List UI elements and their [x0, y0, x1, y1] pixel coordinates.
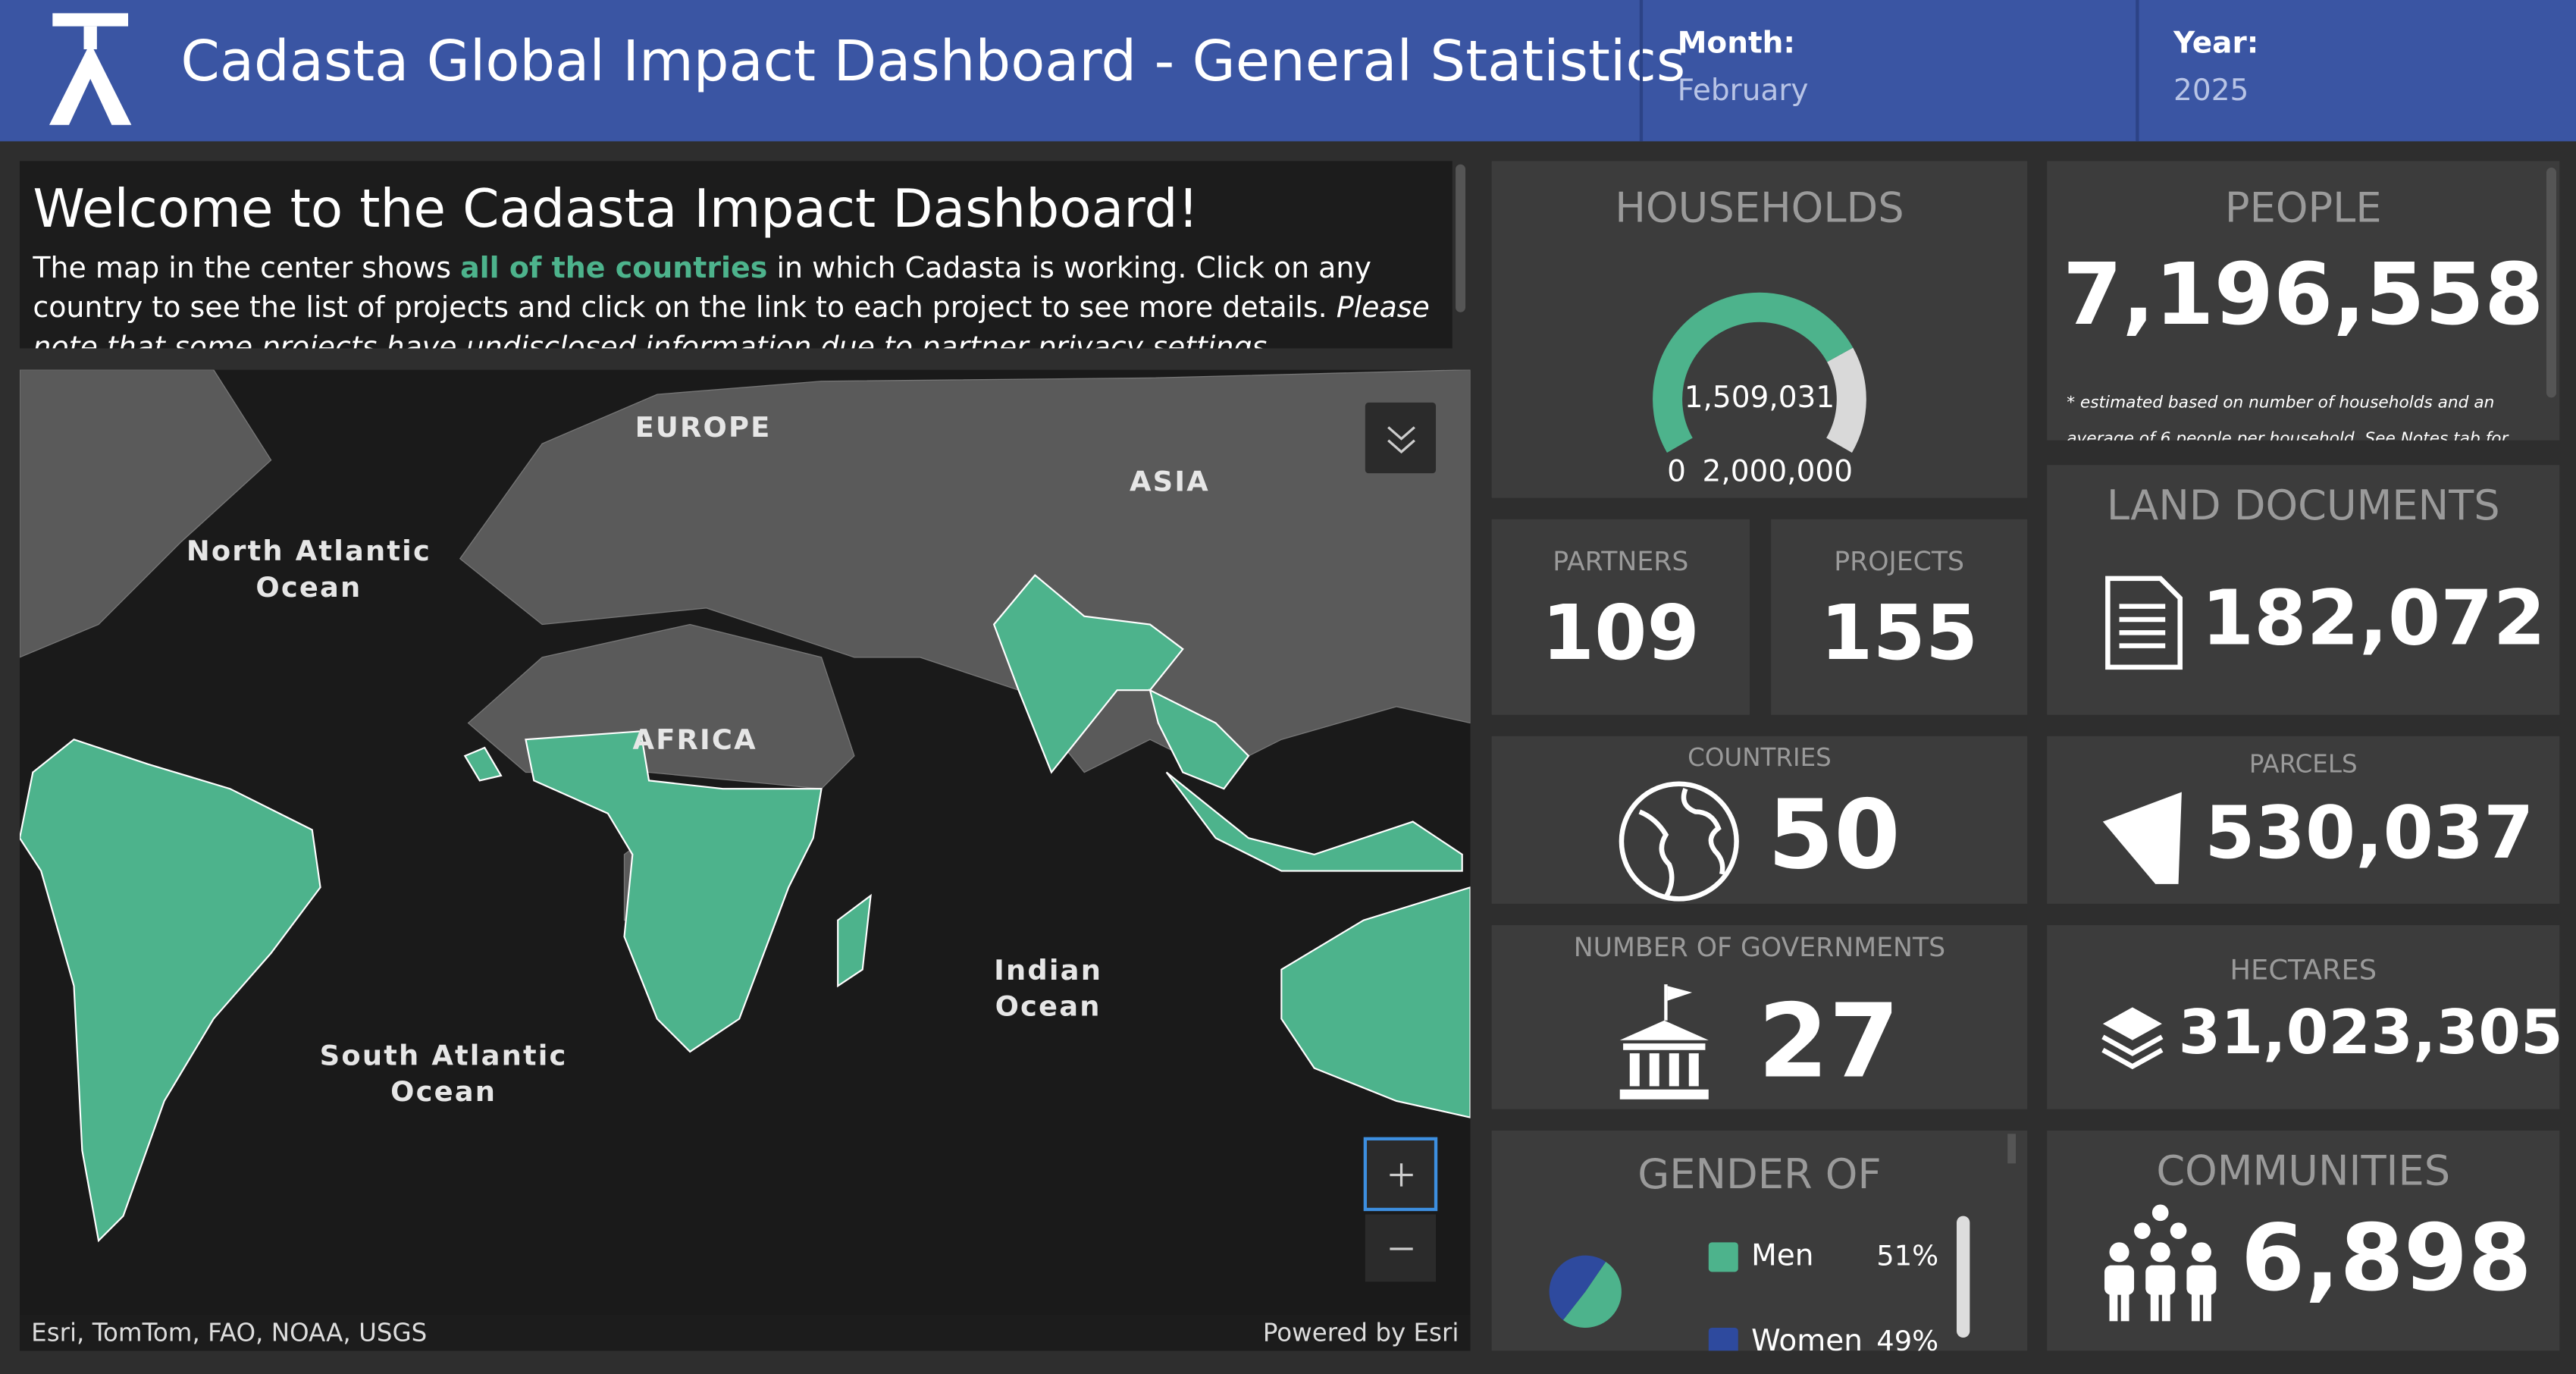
governments-value: 27 — [1757, 980, 1900, 1101]
map-label: ASIA — [1130, 466, 1210, 498]
text: in which Cadasta is working. Click on an… — [33, 253, 1371, 326]
card-title: PROJECTS — [1834, 545, 1965, 577]
text: The map in the center shows — [33, 253, 452, 287]
countries-value: 50 — [1767, 779, 1901, 891]
countries-card: COUNTRIES 50 — [1491, 736, 2028, 904]
card-title: HECTARES — [2230, 955, 2377, 988]
pie-slice — [1562, 1261, 1622, 1329]
land-documents-card: LAND DOCUMENTS 182,072 — [2047, 465, 2560, 715]
legend-label: Women — [1751, 1324, 1863, 1350]
logo — [49, 13, 132, 125]
gauge-min: 0 — [1667, 455, 1686, 489]
card-title: HOUSEHOLDS — [1615, 184, 1904, 232]
gauge-label: 1,509,031 — [1684, 381, 1835, 415]
people-icon — [2104, 1204, 2217, 1322]
card-title: PEOPLE — [2224, 184, 2382, 232]
partners-value: 109 — [1541, 588, 1700, 677]
projects-card: PROJECTS 155 — [1771, 519, 2028, 715]
header: Cadasta Global Impact Dashboard - Genera… — [0, 0, 2576, 142]
land-documents-value: 182,072 — [2201, 573, 2546, 663]
map-label: EUROPE — [635, 411, 772, 444]
divider — [1639, 0, 1644, 142]
map: EUROPE ASIA North Atlantic Ocean AFRICA S… — [20, 369, 1471, 1351]
card-title: COMMUNITIES — [2156, 1147, 2451, 1195]
legend-label: Men — [1751, 1238, 1813, 1272]
month-label: Month: — [1677, 26, 1796, 61]
attribution-bar — [20, 1314, 1471, 1351]
scrollbar[interactable] — [2007, 1134, 2017, 1164]
map-label: Indian Ocean — [994, 953, 1102, 1022]
welcome-panel: Welcome to the Cadasta Impact Dashboard!… — [20, 161, 1453, 349]
powered-by[interactable]: Powered by Esri — [1263, 1319, 1459, 1347]
italic-note: Please note that some projects have undi… — [33, 292, 1430, 349]
collapse-icon — [1387, 426, 1415, 454]
government-icon — [1619, 984, 1709, 1100]
header-title: Cadasta Global Impact Dashboard - Genera… — [180, 30, 1686, 96]
map-label: North Atlantic Ocean — [186, 535, 431, 604]
divider — [2136, 0, 2139, 142]
gauge-max: 2,000,000 — [1703, 455, 1853, 489]
welcome-title: Welcome to the Cadasta Impact Dashboard! — [33, 177, 1199, 240]
people-value: 7,196,558 — [2063, 246, 2544, 346]
welcome-text: The map in the center shows all of the c… — [33, 249, 1446, 349]
card-title: NUMBER OF GOVERNMENTS — [1573, 931, 1946, 963]
legend-swatch — [1708, 1242, 1738, 1272]
partners-card: PARTNERS 109 — [1491, 519, 1750, 715]
attribution: Esri, TomTom, FAO, NOAA, USGS — [31, 1319, 427, 1347]
card-title: PARCELS — [2249, 749, 2358, 780]
year-label: Year: — [2173, 26, 2259, 61]
month-value[interactable]: February — [1677, 74, 1809, 109]
zoom-in-icon — [1390, 1163, 1413, 1187]
zoom-in-button[interactable] — [1363, 1137, 1438, 1212]
gauge: 1,509,031 0 2,000,000 — [1653, 292, 1866, 489]
legend-value: 51% — [1876, 1239, 1938, 1272]
legend-value: 49% — [1876, 1325, 1938, 1350]
year-value[interactable]: 2025 — [2173, 74, 2249, 109]
projects-value: 155 — [1820, 588, 1979, 677]
globe-icon — [1619, 781, 1739, 902]
gender-card: GENDER OF Men 51% Women 49% — [1491, 1130, 2028, 1351]
legend-swatch — [1708, 1328, 1738, 1351]
map-label: South Atlantic Ocean — [320, 1039, 568, 1108]
project-countries[interactable] — [20, 573, 1471, 1243]
card-title: GENDER OF — [1637, 1150, 1882, 1198]
highlight: all of the countries — [460, 253, 768, 287]
gauge-value — [1653, 292, 1854, 453]
layers-icon — [2101, 1007, 2164, 1070]
parcels-value: 530,037 — [2205, 792, 2534, 877]
scrollbar[interactable] — [1456, 164, 1466, 312]
people-note: * estimated based on number of household… — [2067, 394, 2509, 441]
scrollbar[interactable] — [1957, 1216, 1970, 1338]
pie-slice — [1549, 1255, 1606, 1320]
card-title: COUNTRIES — [1688, 742, 1832, 773]
communities-value: 6,898 — [2240, 1206, 2532, 1313]
document-icon — [2105, 576, 2183, 670]
gender-chart: Men 51% Women 49% — [1549, 1238, 1938, 1351]
card-title: LAND DOCUMENTS — [2106, 481, 2500, 529]
map-labels: EUROPE ASIA North Atlantic Ocean AFRICA S… — [186, 411, 1210, 1108]
communities-card: COMMUNITIES 6,898 — [2047, 1130, 2560, 1351]
parcels-card: PARCELS 530,037 — [2047, 736, 2560, 904]
hectares-card: HECTARES 31,023,305 — [2047, 925, 2560, 1109]
gauge-track — [1825, 347, 1866, 453]
governments-card: NUMBER OF GOVERNMENTS 27 — [1491, 925, 2028, 1109]
map-label: AFRICA — [633, 723, 757, 756]
card-title: PARTNERS — [1553, 545, 1689, 577]
scrollbar[interactable] — [2546, 168, 2556, 398]
people-card: PEOPLE 7,196,558 * estimated based on nu… — [2047, 161, 2560, 441]
parcel-icon — [2102, 792, 2182, 884]
hectares-value: 31,023,305 — [2178, 997, 2560, 1068]
households-card: HOUSEHOLDS 1,509,031 0 2,000,000 — [1491, 161, 2028, 498]
